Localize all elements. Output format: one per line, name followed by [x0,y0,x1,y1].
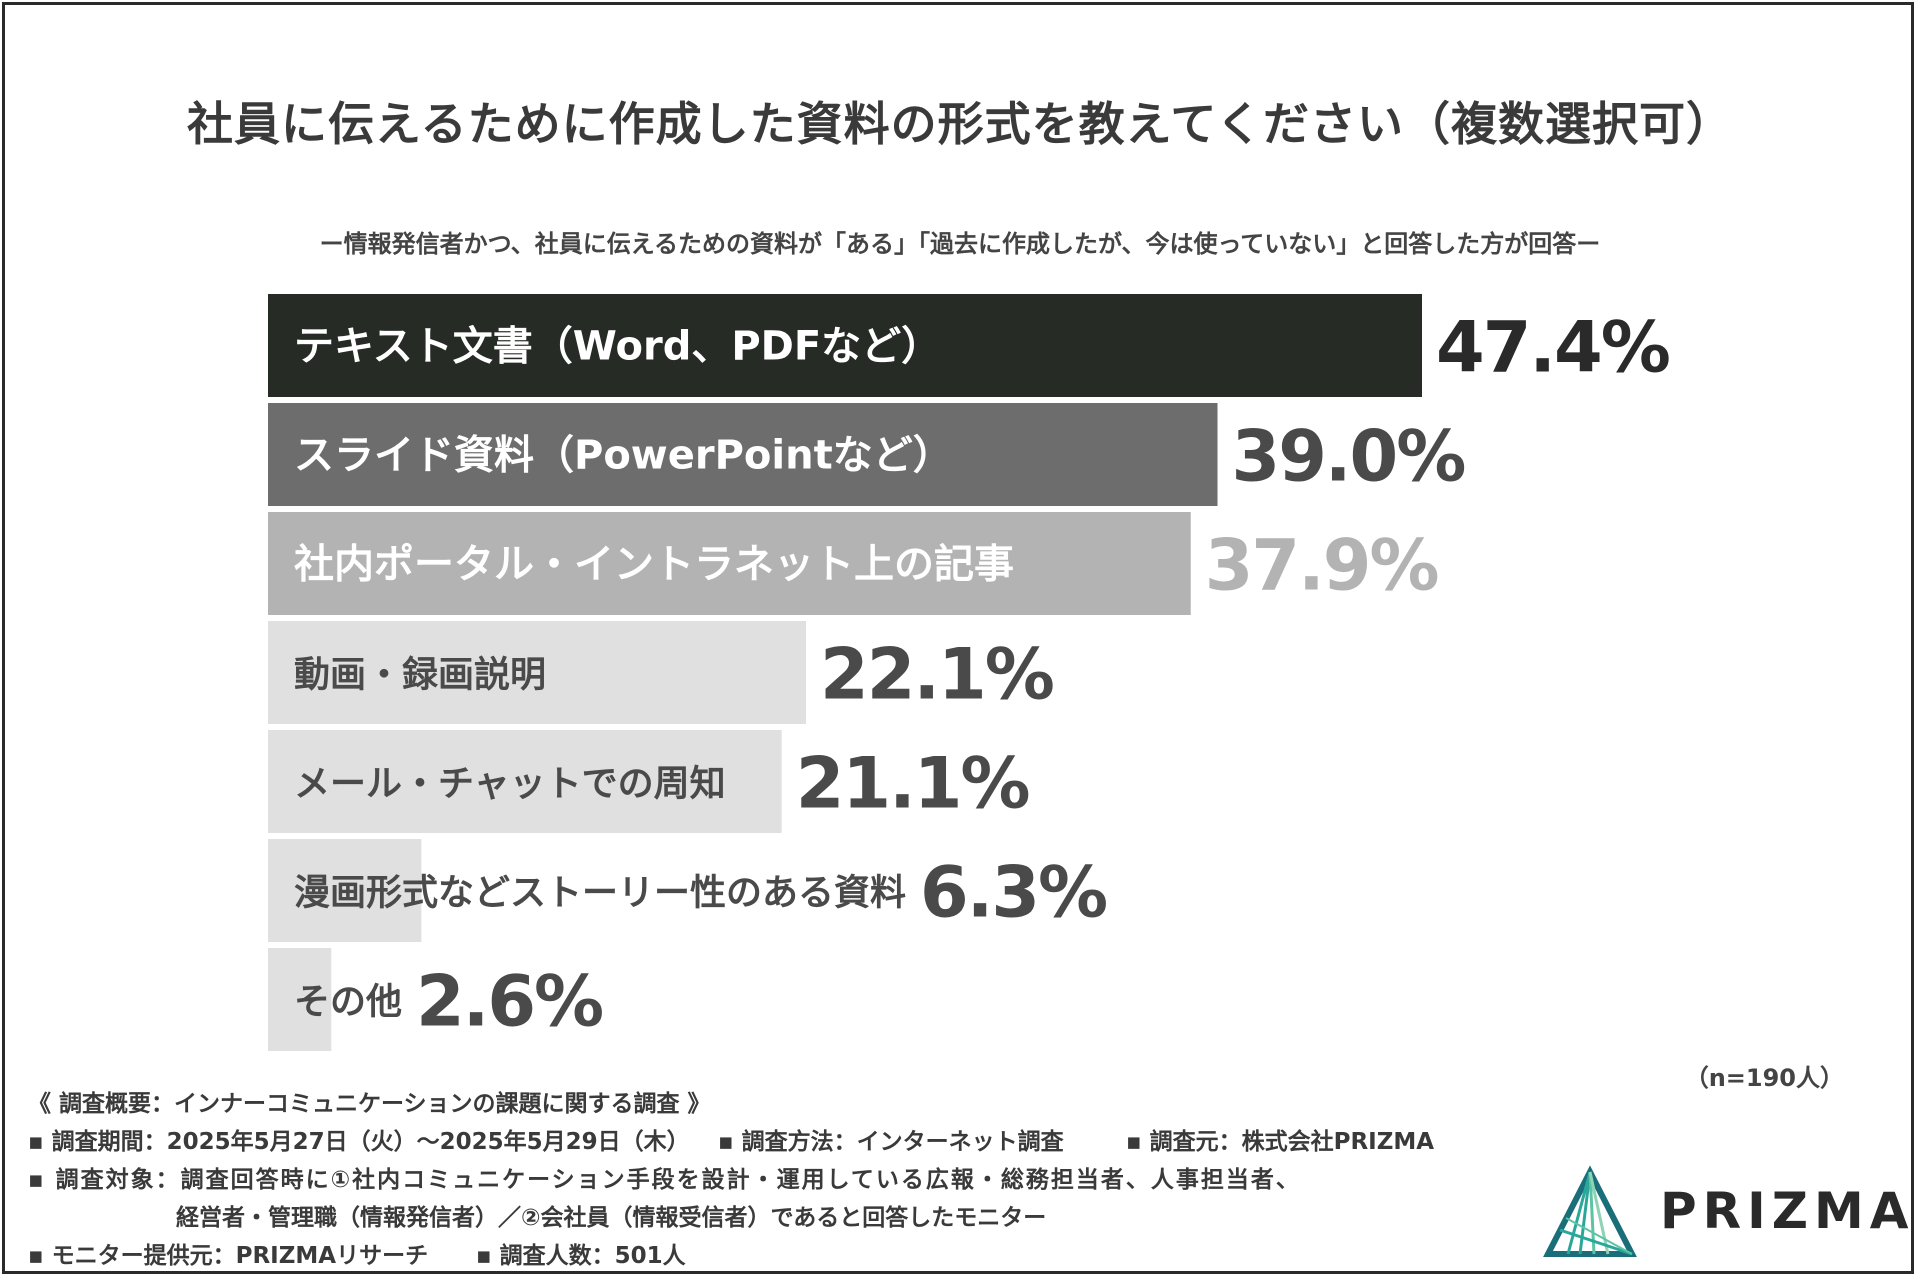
survey-method: ▪ 調査方法：インターネット調査 [718,1129,1064,1155]
survey-provider: ▪ モニター提供元：PRIZMAリサーチ [28,1243,429,1269]
bar-7 [268,948,332,1051]
bar-4 [268,621,807,724]
logo-text: PRIZMA [1660,1182,1915,1240]
survey-target-line1: ▪ 調査対象：調査回答時に①社内コミュニケーション手段を設計・運用している広報・… [28,1167,1301,1193]
bar-value-6: 6.3% [920,852,1106,934]
bar-label-3: 社内ポータル・イントラネット上の記事 [294,542,1014,588]
bar-value-7: 2.6% [416,961,602,1043]
survey-overview: 《 調査概要：インナーコミュニケーションの課題に関する調査 》 [28,1091,711,1117]
bar-value-3: 37.9% [1205,525,1438,607]
bar-label-2: スライド資料（PowerPointなど） [294,433,953,479]
bar-6 [268,839,422,942]
survey-source: ▪ 調査元：株式会社PRIZMA [1126,1129,1435,1155]
bar-value-5: 21.1% [796,743,1029,825]
survey-target-line2: 経営者・管理職（情報発信者）／②会社員（情報受信者）であると回答したモニター [176,1205,1047,1231]
bar-value-2: 39.0% [1231,416,1464,498]
bar-value-4: 22.1% [820,634,1053,716]
bar-label-6: 漫画形式などストーリー性のある資料 [294,873,906,914]
bar-label-5: メール・チャットでの周知 [294,764,726,805]
bar-1 [268,294,1422,397]
bar-3 [268,512,1191,615]
bar-value-1: 47.4% [1436,307,1669,389]
bar-label-7: その他 [294,982,402,1023]
bar-label-1: テキスト文書（Word、PDFなど） [294,324,941,370]
survey-count: ▪ 調査人数：501人 [476,1243,686,1269]
survey-period: ▪ 調査期間：2025年5月27日（火）〜2025年5月29日（木） [28,1129,690,1155]
bar-chart: テキスト文書（Word、PDFなど） 47.4% スライド資料（PowerPoint… [268,294,1671,1051]
prizma-logo: PRIZMA [1540,1164,1908,1264]
chart-subtitle: ー情報発信者かつ、社員に伝えるための資料が「ある」「過去に作成したが、今は使って… [319,230,1601,258]
bar-2 [268,403,1218,506]
sample-size-label: （n=190人） [1684,1064,1844,1092]
chart-title: 社員に伝えるために作成した資料の形式を教えてください（複数選択可） [187,97,1733,151]
bar-5 [268,730,782,833]
bar-label-4: 動画・録画説明 [294,655,546,696]
prizma-triangle-icon [1543,1165,1637,1257]
